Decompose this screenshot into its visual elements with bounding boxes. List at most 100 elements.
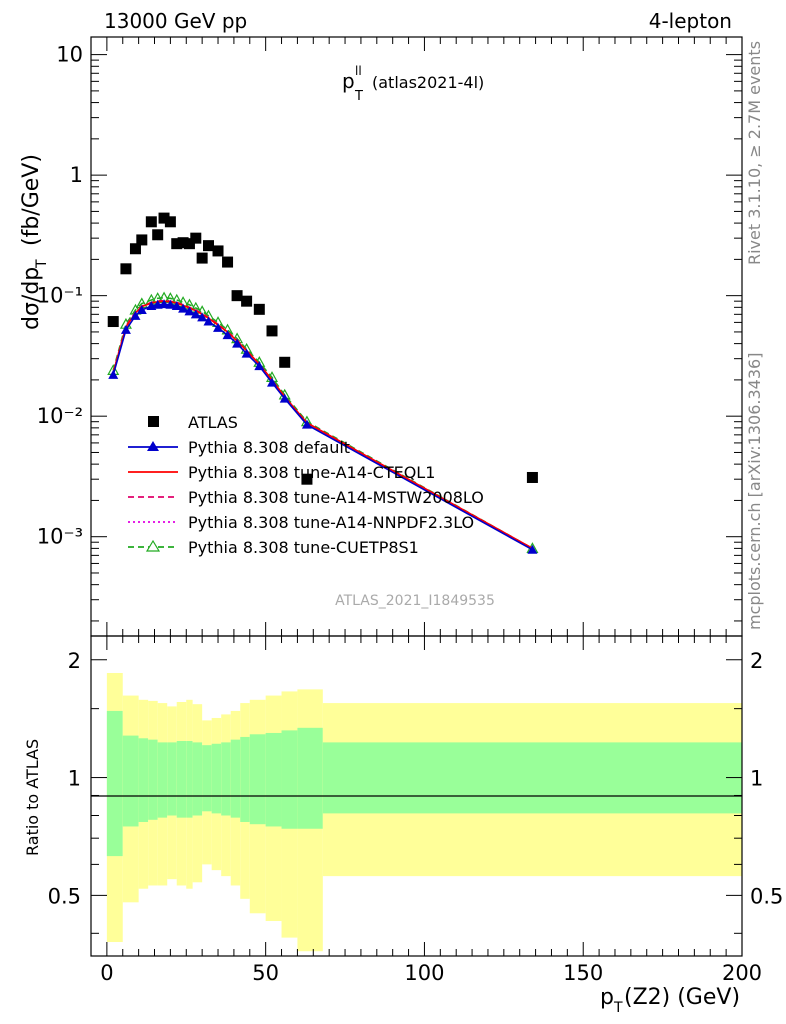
- series-marker: [267, 377, 278, 387]
- ratio-tick-label-right: 1: [750, 767, 763, 791]
- analysis-watermark: ATLAS_2021_I1849535: [335, 593, 495, 609]
- axis-ticks: 0 50 100 150 200 10⁻³ 10⁻² 10⁻¹ 1 10 0.5 0.5 1 1 2 2: [37, 37, 783, 985]
- ratio-panel-frame: [90, 635, 743, 957]
- y-tick-label: 10: [56, 43, 83, 67]
- data-point: [241, 295, 253, 307]
- inner-band-bin: [221, 742, 231, 816]
- svg-text:T: T: [34, 259, 50, 269]
- inner-band-bin: [211, 743, 222, 814]
- series-line: [112, 300, 533, 550]
- svg-text:ll: ll: [355, 64, 362, 78]
- data-point: [177, 237, 189, 249]
- data-point: [152, 229, 164, 241]
- data-point: [171, 238, 183, 250]
- svg-text:dσ/dp: dσ/dp: [19, 267, 44, 330]
- series-marker: [108, 369, 119, 379]
- ratio-y-label: Ratio to ATLAS: [23, 739, 42, 856]
- inner-band-bin: [265, 732, 282, 827]
- series-marker: [197, 312, 208, 322]
- ratio-tick-label-right: 0.5: [750, 884, 783, 908]
- inner-band-bin: [281, 730, 298, 829]
- y-tick-label: 10⁻²: [37, 404, 83, 428]
- source-label: mcplots.cern.ch [arXiv:1306.3436]: [745, 353, 764, 630]
- svg-text:(fb/GeV): (fb/GeV): [19, 154, 44, 246]
- ratio-bands: [106, 673, 742, 952]
- legend-label: Pythia 8.308 tune-CUETP8S1: [188, 538, 419, 557]
- inner-band-bin: [322, 742, 742, 814]
- inner-band-bin: [230, 739, 241, 818]
- svg-text:p: p: [342, 69, 355, 93]
- series-marker: [254, 361, 265, 371]
- data-point: [120, 263, 132, 275]
- series-marker: [301, 419, 312, 429]
- ratio-tick-label-right: 2: [750, 649, 763, 673]
- legend-marker: [145, 539, 161, 552]
- series-layer: [107, 212, 539, 554]
- data-point: [212, 245, 224, 257]
- series-marker: [203, 316, 214, 326]
- x-tick-label: 0: [100, 961, 113, 985]
- series-marker: [165, 299, 176, 309]
- svg-text:p: p: [600, 985, 614, 1010]
- inner-band-bin: [106, 710, 123, 857]
- series-line: [112, 296, 533, 550]
- series-marker: [178, 303, 189, 313]
- series-line: [112, 300, 533, 550]
- x-axis-label: p T (Z2) (GeV): [600, 985, 740, 1016]
- inner-band-bin: [240, 736, 250, 822]
- legend-label: Pythia 8.308 tune-A14-CTEQL1: [188, 463, 435, 482]
- inner-band-bin: [186, 741, 193, 818]
- series-marker: [190, 309, 201, 319]
- data-point: [145, 216, 157, 228]
- data-point: [164, 216, 176, 228]
- inner-band-bin: [297, 727, 323, 829]
- data-point: [253, 303, 265, 315]
- inner-band-bin: [122, 735, 139, 827]
- legend-label: Pythia 8.308 tune-A14-NNPDF2.3LO: [188, 513, 474, 532]
- data-point: [266, 325, 278, 337]
- data-point: [231, 290, 243, 302]
- data-point: [196, 252, 208, 264]
- series-marker: [120, 324, 131, 334]
- rivet-label: Rivet 3.1.10, ≥ 2.7M events: [745, 41, 764, 265]
- x-tick-label: 50: [252, 961, 279, 985]
- inner-band-bin: [176, 741, 187, 818]
- data-point: [526, 471, 538, 483]
- series-marker: [171, 301, 182, 311]
- data-point: [279, 356, 291, 368]
- y-axis-label: dσ/dp T (fb/GeV): [19, 154, 50, 330]
- data-point: [129, 243, 141, 255]
- inner-band-bin: [167, 742, 177, 816]
- series-marker: [130, 310, 141, 320]
- series-marker: [184, 306, 195, 316]
- inner-band-bin: [249, 734, 266, 825]
- x-tick-label: 200: [722, 961, 762, 985]
- series-marker: [213, 322, 224, 332]
- legend-label: ATLAS: [188, 413, 238, 432]
- data-point: [136, 234, 148, 246]
- x-tick-label: 100: [404, 961, 444, 985]
- series-marker: [136, 305, 147, 315]
- inner-band-bin: [202, 745, 212, 812]
- series-marker: [241, 348, 252, 358]
- plot-title: p ll T (atlas2021-4l): [342, 64, 484, 104]
- data-point: [301, 473, 313, 485]
- y-tick-label: 10⁻³: [37, 525, 83, 549]
- ratio-tick-label-left: 0.5: [48, 884, 81, 908]
- series-marker: [279, 393, 290, 403]
- inner-band-bin: [192, 742, 203, 816]
- svg-text:T: T: [354, 89, 363, 104]
- legend: ATLAS Pythia 8.308 default Pythia 8.308 tu…: [128, 413, 484, 557]
- inner-band-bin: [157, 742, 168, 818]
- series-marker: [232, 338, 243, 348]
- x-tick-label: 150: [563, 961, 603, 985]
- series-marker: [527, 544, 538, 554]
- series-line: [112, 299, 533, 550]
- data-point: [183, 238, 195, 250]
- data-point: [158, 212, 170, 224]
- energy-label: 13000 GeV pp: [104, 9, 247, 33]
- legend-label: Pythia 8.308 default: [188, 438, 350, 457]
- svg-text:(atlas2021-4l): (atlas2021-4l): [372, 73, 484, 92]
- data-point: [190, 232, 202, 244]
